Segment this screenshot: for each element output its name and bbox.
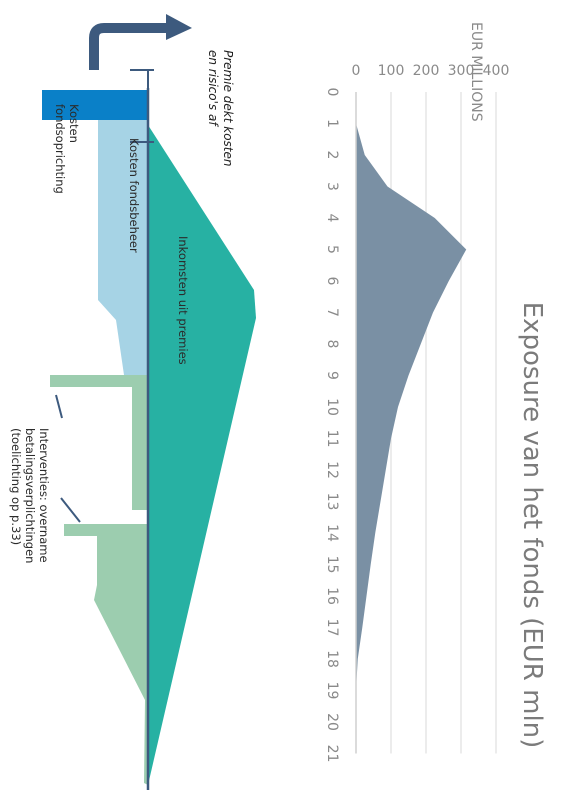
bracket-note: Premie dekt kosten en risico's af <box>206 50 235 170</box>
premium-income-band <box>148 125 256 785</box>
setup-cost-line1: Kosten <box>67 104 81 143</box>
interventions-band <box>50 300 153 785</box>
management-cost-band <box>98 118 148 375</box>
x-tick-label: 15 <box>324 556 340 574</box>
exposure-area <box>356 92 467 754</box>
x-tick-label: 1 <box>324 119 340 128</box>
setup-cost-block <box>42 90 148 120</box>
flow-diagram: Premie dekt kosten en risico's af Kosten… <box>9 14 256 790</box>
bracket-note-line2: en risico's af <box>206 50 220 127</box>
x-tick-label: 21 <box>324 745 340 763</box>
y-tick-label: 300 <box>448 63 475 79</box>
y-tick-label: 100 <box>378 63 405 79</box>
x-tick-label: 10 <box>324 398 340 416</box>
x-tick-label: 8 <box>324 340 340 349</box>
chart-title: Exposure van het fonds (EUR mln) <box>517 302 547 749</box>
x-tick-label: 4 <box>324 214 340 223</box>
x-tick-label: 12 <box>324 461 340 479</box>
x-tick-label: 11 <box>324 430 340 448</box>
x-tick-label: 17 <box>324 619 340 637</box>
setup-cost-label: Kosten fondsoprichting <box>53 104 81 194</box>
x-tick-label: 3 <box>324 182 340 191</box>
y-axis-label: EUR MILLIONS <box>468 22 484 122</box>
setup-cost-line2: fondsoprichting <box>53 104 67 194</box>
x-tick-label: 16 <box>324 587 340 605</box>
y-tick-label: 0 <box>352 63 361 79</box>
premium-income-label: Inkomsten uit premies <box>176 236 190 365</box>
x-tick-label: 5 <box>324 245 340 254</box>
grid <box>390 92 497 754</box>
y-tick-labels: 0 100 200 300 400 <box>352 63 510 79</box>
x-tick-label: 13 <box>324 493 340 511</box>
x-tick-label: 14 <box>324 524 340 542</box>
y-tick-label: 200 <box>413 63 440 79</box>
x-tick-label: 19 <box>324 682 340 700</box>
x-tick-label: 9 <box>324 371 340 380</box>
x-tick-label: 18 <box>324 650 340 668</box>
bracket-note-line1: Premie dekt kosten <box>221 50 235 166</box>
x-tick-label: 7 <box>324 308 340 317</box>
arrow-curve <box>89 23 169 70</box>
x-tick-label: 6 <box>324 277 340 286</box>
intervention-callout-2 <box>60 497 81 523</box>
interventions-line2: betalingsverplichtingen <box>23 428 37 563</box>
interventions-label: Interventies: overname betalingsverplich… <box>9 428 51 567</box>
interventions-line3: (toelichting op p.33) <box>9 428 23 545</box>
bracket <box>130 69 154 143</box>
management-cost-label: Kosten fondsbeheer <box>127 138 141 253</box>
intervention-callout-1 <box>55 394 63 419</box>
y-tick-label: 400 <box>483 63 510 79</box>
x-tick-label: 20 <box>324 713 340 731</box>
interventions-line1: Interventies: overname <box>37 428 51 563</box>
x-tick-label: 0 <box>324 88 340 97</box>
x-tick-label: 2 <box>324 151 340 160</box>
arrow-head <box>166 14 192 40</box>
